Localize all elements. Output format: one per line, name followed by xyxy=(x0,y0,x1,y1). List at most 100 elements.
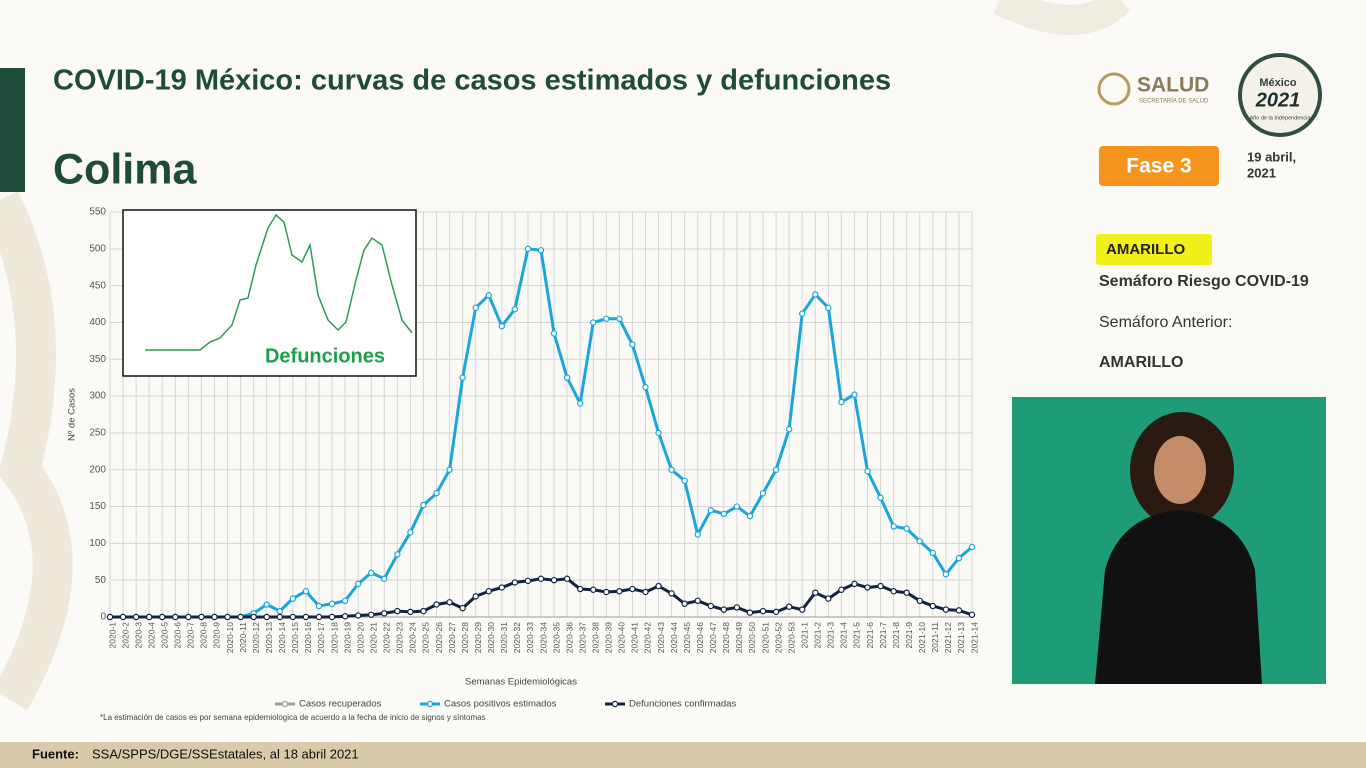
current-status: AMARILLO xyxy=(1106,241,1185,258)
data-point xyxy=(733,503,741,510)
logo-text: SALUD xyxy=(1137,74,1209,97)
data-point xyxy=(812,589,819,596)
data-point xyxy=(812,291,819,298)
date-line: 2021 xyxy=(1247,165,1276,180)
data-point xyxy=(354,580,362,588)
data-point xyxy=(433,490,440,497)
data-point xyxy=(276,613,283,621)
data-point xyxy=(211,613,218,621)
data-point xyxy=(537,247,545,254)
x-tick-label: 2020-3 xyxy=(133,622,143,649)
inset-line xyxy=(145,213,413,351)
x-tick-label: 2021-10 xyxy=(917,622,927,653)
x-tick-label: 2021-5 xyxy=(852,622,862,649)
data-point xyxy=(772,466,780,473)
x-tick-label: 2020-5 xyxy=(159,622,169,649)
data-point xyxy=(799,606,806,613)
data-point xyxy=(916,537,923,545)
data-point xyxy=(576,585,584,593)
inset-title: Defunciones xyxy=(265,345,385,367)
x-tick-label: 2021-14 xyxy=(969,622,979,653)
y-tick-label: 0 xyxy=(100,612,106,623)
x-tick-label: 2020-37 xyxy=(577,622,587,653)
x-tick-label: 2020-15 xyxy=(290,622,300,653)
x-tick-label: 2020-50 xyxy=(747,622,757,653)
data-point xyxy=(642,384,649,391)
data-point xyxy=(694,597,701,605)
y-tick-label: 250 xyxy=(89,428,106,439)
x-tick-label: 2020-9 xyxy=(212,622,222,649)
data-point xyxy=(825,595,832,602)
x-tick-label: 2021-8 xyxy=(891,622,901,649)
y-tick-label: 150 xyxy=(89,501,106,512)
data-point xyxy=(759,607,767,615)
data-point xyxy=(381,610,388,617)
legend-marker xyxy=(281,700,289,708)
x-tick-label: 2021-6 xyxy=(865,622,875,649)
x-tick-label: 2020-44 xyxy=(669,622,679,653)
data-point xyxy=(668,466,675,473)
x-tick-label: 2020-26 xyxy=(434,622,444,653)
legend-label: Defunciones confirmadas xyxy=(629,699,736,710)
x-tick-label: 2020-43 xyxy=(656,622,666,653)
data-point xyxy=(851,580,858,588)
data-point xyxy=(694,531,701,538)
x-tick-label: 2021-7 xyxy=(878,622,888,649)
legend-label: Casos recuperados xyxy=(299,699,382,710)
date-line: 19 abril, xyxy=(1247,149,1296,164)
x-tick-label: 2020-24 xyxy=(408,622,418,653)
x-tick-label: 2021-4 xyxy=(839,622,849,649)
data-point xyxy=(707,507,714,514)
data-point xyxy=(198,613,205,621)
data-point xyxy=(341,597,349,605)
logo-subtext: SECRETARÍA DE SALUD xyxy=(1139,98,1209,105)
y-tick-label: 350 xyxy=(89,354,106,365)
data-point xyxy=(315,602,323,610)
y-tick-label: 100 xyxy=(89,538,106,549)
x-tick-label: 2020-53 xyxy=(786,622,796,653)
data-point xyxy=(655,582,662,590)
data-point xyxy=(629,585,636,593)
emblem-top: México xyxy=(1259,77,1297,89)
x-tick-label: 2020-2 xyxy=(120,622,130,649)
data-point xyxy=(289,595,297,602)
data-point xyxy=(498,584,506,591)
data-point xyxy=(472,593,479,600)
interpreter-body xyxy=(1095,510,1262,684)
data-point xyxy=(799,310,806,317)
x-tick-label: 2020-13 xyxy=(264,622,274,653)
data-point xyxy=(903,525,910,532)
footer-bar xyxy=(0,742,1366,768)
x-tick-label: 2020-40 xyxy=(617,622,627,653)
footnote: *La estimación de casos es por semana ep… xyxy=(100,713,486,722)
data-point xyxy=(746,609,754,616)
x-tick-label: 2020-35 xyxy=(551,622,561,653)
y-tick-label: 450 xyxy=(89,280,106,291)
inset-frame xyxy=(122,209,417,377)
y-tick-label: 500 xyxy=(89,243,106,254)
data-point xyxy=(720,510,728,518)
data-point xyxy=(433,601,440,608)
x-tick-label: 2020-31 xyxy=(499,622,509,653)
data-point xyxy=(825,304,832,311)
data-point xyxy=(328,600,336,607)
state-name: Colima xyxy=(53,145,197,193)
data-point xyxy=(368,569,375,577)
data-point xyxy=(955,554,963,562)
x-tick-label: 2021-2 xyxy=(813,622,823,649)
data-point xyxy=(576,400,584,407)
data-point xyxy=(511,306,519,313)
x-tick-label: 2020-6 xyxy=(173,622,183,649)
inset: Defunciones xyxy=(122,209,417,377)
data-point xyxy=(354,612,362,619)
data-point xyxy=(838,398,845,406)
data-point xyxy=(289,613,297,621)
data-point xyxy=(942,606,950,613)
data-point xyxy=(851,391,858,398)
previous-label: Semáforo Anterior: xyxy=(1099,314,1232,331)
x-tick-label: 2020-38 xyxy=(590,622,600,653)
data-point xyxy=(394,607,401,615)
source-text: SSA/SPPS/DGE/SSEstatales, al 18 abril 20… xyxy=(92,746,359,761)
